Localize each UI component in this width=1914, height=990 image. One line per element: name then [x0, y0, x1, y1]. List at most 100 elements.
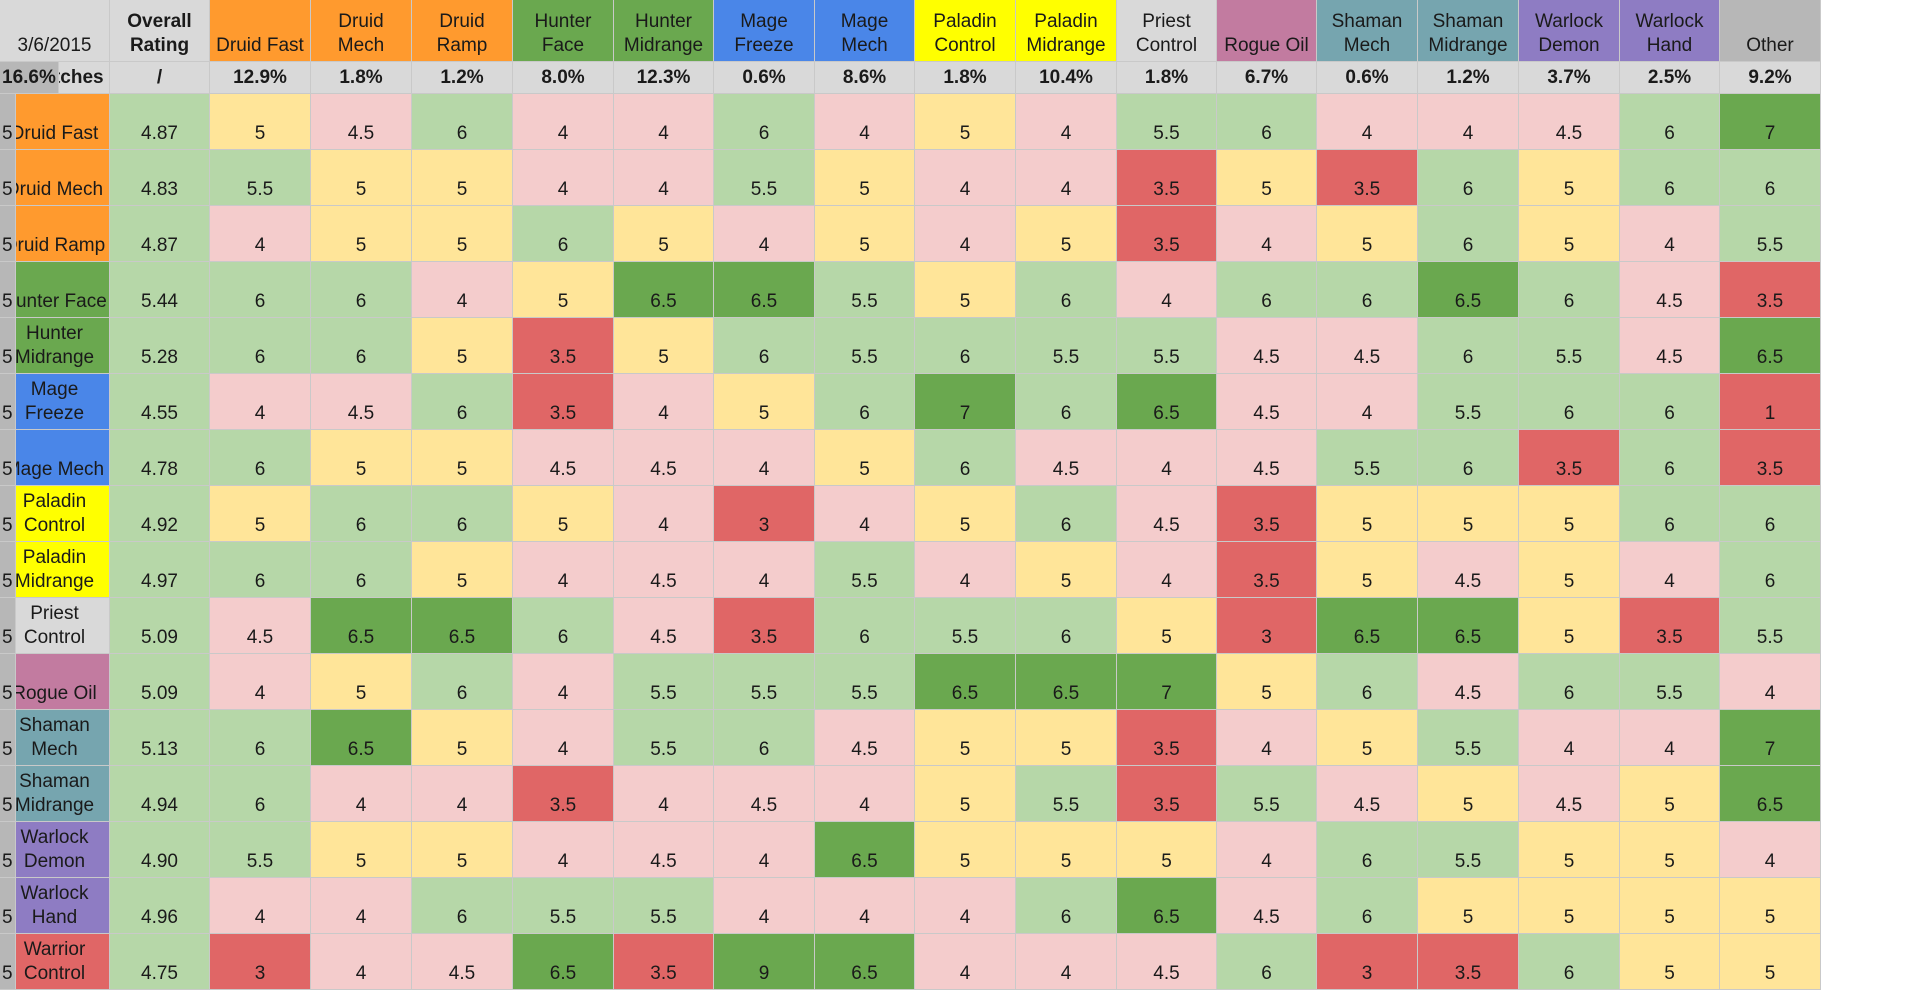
- matchup-cell[interactable]: 5: [1519, 206, 1620, 262]
- matchup-cell[interactable]: 3.5: [1217, 486, 1317, 542]
- header-deck-8[interactable]: Paladin Control: [915, 0, 1016, 62]
- matchup-cell[interactable]: 3.5: [513, 766, 614, 822]
- matchup-cell[interactable]: 5: [0, 486, 16, 542]
- matchup-cell[interactable]: 6: [1016, 262, 1117, 318]
- matchup-cell[interactable]: 6: [1519, 374, 1620, 430]
- matchup-cell[interactable]: 5: [210, 486, 311, 542]
- matchup-cell[interactable]: 4: [815, 94, 915, 150]
- row-label-7[interactable]: Mage Mech: [0, 430, 110, 486]
- matchup-cell[interactable]: 4: [210, 878, 311, 934]
- matchup-cell[interactable]: 5.5: [815, 318, 915, 374]
- matchup-cell[interactable]: 5: [0, 654, 16, 710]
- matchup-cell[interactable]: 6.5: [311, 598, 412, 654]
- matchup-cell[interactable]: 6: [714, 94, 815, 150]
- matchup-cell[interactable]: 5: [1620, 766, 1720, 822]
- matchup-cell[interactable]: 5: [0, 430, 16, 486]
- matchup-cell[interactable]: 5: [1620, 934, 1720, 990]
- header-deck-4[interactable]: Hunter Face: [513, 0, 614, 62]
- matchup-cell[interactable]: 4.5: [1217, 878, 1317, 934]
- matchup-cell[interactable]: 5: [915, 822, 1016, 878]
- rating-9[interactable]: 4.97: [110, 542, 210, 598]
- matchup-cell[interactable]: 6: [210, 766, 311, 822]
- matchup-cell[interactable]: 4: [1117, 542, 1217, 598]
- matchup-cell[interactable]: 4.5: [1117, 486, 1217, 542]
- matchup-cell[interactable]: 4: [915, 150, 1016, 206]
- matchup-cell[interactable]: 4.5: [1620, 262, 1720, 318]
- header-deck-1[interactable]: Druid Fast: [210, 0, 311, 62]
- matchup-cell[interactable]: 5: [1317, 486, 1418, 542]
- pct-matches-5[interactable]: 12.3%: [614, 62, 714, 94]
- matchup-cell[interactable]: 4.5: [1217, 318, 1317, 374]
- row-label-1[interactable]: Druid Fast: [0, 94, 110, 150]
- matchup-cell[interactable]: 5: [0, 318, 16, 374]
- header-deck-11[interactable]: Rogue Oil: [1217, 0, 1317, 62]
- matchup-cell[interactable]: 5: [1519, 822, 1620, 878]
- matchup-cell[interactable]: 6: [412, 94, 513, 150]
- corner-date-cell[interactable]: 3/6/2015: [0, 0, 110, 62]
- matchup-cell[interactable]: 5.5: [915, 598, 1016, 654]
- matchup-cell[interactable]: 4: [1217, 206, 1317, 262]
- matchup-cell[interactable]: 4: [1317, 374, 1418, 430]
- matchup-cell[interactable]: 6: [1519, 262, 1620, 318]
- matchup-cell[interactable]: 5.5: [1519, 318, 1620, 374]
- matchup-cell[interactable]: 6: [714, 318, 815, 374]
- header-overall-rating[interactable]: Overall Rating: [110, 0, 210, 62]
- matchup-cell[interactable]: 5: [1519, 542, 1620, 598]
- matchup-cell[interactable]: 5: [815, 206, 915, 262]
- matchup-cell[interactable]: 4: [1217, 710, 1317, 766]
- matchup-cell[interactable]: 6.5: [311, 710, 412, 766]
- pct-matches-16[interactable]: 9.2%: [1720, 62, 1821, 94]
- matchup-cell[interactable]: 4: [614, 94, 714, 150]
- pct-matches-13[interactable]: 1.2%: [1418, 62, 1519, 94]
- matchup-cell[interactable]: 5: [915, 262, 1016, 318]
- matchup-cell[interactable]: 6: [210, 710, 311, 766]
- header-deck-13[interactable]: Shaman Midrange: [1418, 0, 1519, 62]
- matchup-cell[interactable]: 6: [1217, 94, 1317, 150]
- matchup-cell[interactable]: 5.5: [614, 710, 714, 766]
- rating-1[interactable]: 4.87: [110, 94, 210, 150]
- matchup-cell[interactable]: 3.5: [1117, 150, 1217, 206]
- matchup-cell[interactable]: 3.5: [1217, 542, 1317, 598]
- matchup-cell[interactable]: 6: [815, 374, 915, 430]
- matchup-cell[interactable]: 6: [1317, 878, 1418, 934]
- matchup-cell[interactable]: 5: [815, 150, 915, 206]
- matchup-cell[interactable]: 5: [412, 206, 513, 262]
- matchup-cell[interactable]: 6.5: [1117, 878, 1217, 934]
- matchup-cell[interactable]: 6: [1720, 542, 1821, 598]
- matchup-cell[interactable]: 4.5: [614, 598, 714, 654]
- matchup-cell[interactable]: 5.5: [513, 878, 614, 934]
- matchup-cell[interactable]: 6: [513, 598, 614, 654]
- matchup-cell[interactable]: 5: [915, 710, 1016, 766]
- matchup-cell[interactable]: 4.5: [1519, 766, 1620, 822]
- matchup-cell[interactable]: 3: [1317, 934, 1418, 990]
- pct-matches-4[interactable]: 8.0%: [513, 62, 614, 94]
- row-label-11[interactable]: Rogue Oil: [0, 654, 110, 710]
- matchup-cell[interactable]: 5.5: [1720, 598, 1821, 654]
- matchup-cell[interactable]: 4: [815, 486, 915, 542]
- matchup-cell[interactable]: 5: [513, 262, 614, 318]
- matchup-cell[interactable]: 4: [1217, 822, 1317, 878]
- matchup-cell[interactable]: 5: [1720, 934, 1821, 990]
- row-label-13[interactable]: Shaman Midrange: [0, 766, 110, 822]
- header-deck-7[interactable]: Mage Mech: [815, 0, 915, 62]
- matchup-cell[interactable]: 6: [1620, 486, 1720, 542]
- pct-matches-12[interactable]: 0.6%: [1317, 62, 1418, 94]
- matchup-cell[interactable]: 6: [311, 262, 412, 318]
- matchup-cell[interactable]: 6: [412, 654, 513, 710]
- matchup-cell[interactable]: 3.5: [1620, 598, 1720, 654]
- matchup-cell[interactable]: 5: [412, 318, 513, 374]
- matchup-cell[interactable]: 4: [714, 542, 815, 598]
- matchup-cell[interactable]: 4: [1117, 430, 1217, 486]
- matchup-cell[interactable]: 6: [210, 262, 311, 318]
- matchup-cell[interactable]: 5: [614, 206, 714, 262]
- matchup-cell[interactable]: 5: [1317, 206, 1418, 262]
- matchup-cell[interactable]: 6: [1620, 430, 1720, 486]
- matchup-cell[interactable]: 4.5: [1418, 542, 1519, 598]
- matchup-cell[interactable]: 3.5: [614, 934, 714, 990]
- matchup-cell[interactable]: 5: [0, 374, 16, 430]
- matchup-cell[interactable]: 6: [1519, 654, 1620, 710]
- matchup-cell[interactable]: 6: [915, 318, 1016, 374]
- matchup-cell[interactable]: 4: [210, 654, 311, 710]
- matchup-cell[interactable]: 4: [513, 94, 614, 150]
- matchup-cell[interactable]: 5: [0, 598, 16, 654]
